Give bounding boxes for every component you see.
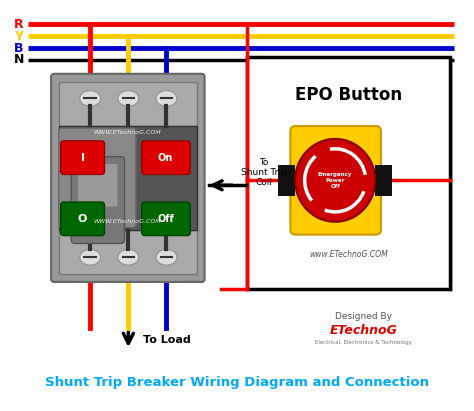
Ellipse shape	[80, 90, 100, 106]
FancyBboxPatch shape	[59, 128, 136, 228]
FancyBboxPatch shape	[291, 126, 381, 235]
Text: N: N	[14, 53, 24, 67]
FancyBboxPatch shape	[78, 164, 118, 207]
Text: ETechnoG: ETechnoG	[330, 324, 398, 337]
Text: Y: Y	[14, 30, 23, 43]
Ellipse shape	[156, 249, 177, 265]
Text: To Load: To Load	[143, 335, 191, 345]
FancyBboxPatch shape	[71, 157, 125, 243]
FancyBboxPatch shape	[61, 202, 104, 236]
Bar	[375, 164, 392, 196]
Bar	[59, 82, 197, 126]
Text: R: R	[14, 18, 24, 31]
FancyBboxPatch shape	[142, 141, 190, 174]
FancyBboxPatch shape	[61, 141, 104, 174]
Bar	[278, 164, 295, 196]
Bar	[59, 126, 197, 230]
Text: Shunt Trip Breaker Wiring Diagram and Connection: Shunt Trip Breaker Wiring Diagram and Co…	[45, 376, 429, 389]
Ellipse shape	[118, 249, 139, 265]
FancyBboxPatch shape	[51, 74, 205, 282]
Text: WWW.ETechnoG.COM: WWW.ETechnoG.COM	[93, 131, 161, 136]
Text: www.ETechnoG.COM: www.ETechnoG.COM	[309, 250, 388, 259]
Text: EPO Button: EPO Button	[295, 85, 402, 104]
Circle shape	[295, 139, 375, 222]
Ellipse shape	[118, 90, 139, 106]
Bar	[59, 230, 197, 274]
Text: Designed By: Designed By	[335, 312, 392, 321]
Text: Electrical, Electronics & Technology: Electrical, Electronics & Technology	[315, 339, 412, 345]
Text: Emergency
Power
Off: Emergency Power Off	[318, 172, 352, 189]
Text: To
Shunt Trip
Coil: To Shunt Trip Coil	[241, 158, 286, 187]
Ellipse shape	[156, 90, 177, 106]
Ellipse shape	[80, 249, 100, 265]
Text: On: On	[158, 152, 173, 163]
Text: WWW.ETechnoG.COM: WWW.ETechnoG.COM	[93, 219, 161, 224]
Text: I: I	[81, 152, 84, 163]
Text: Off: Off	[157, 214, 174, 224]
Bar	[247, 57, 449, 289]
Text: O: O	[78, 214, 87, 224]
Text: B: B	[14, 42, 24, 55]
FancyBboxPatch shape	[142, 202, 190, 236]
